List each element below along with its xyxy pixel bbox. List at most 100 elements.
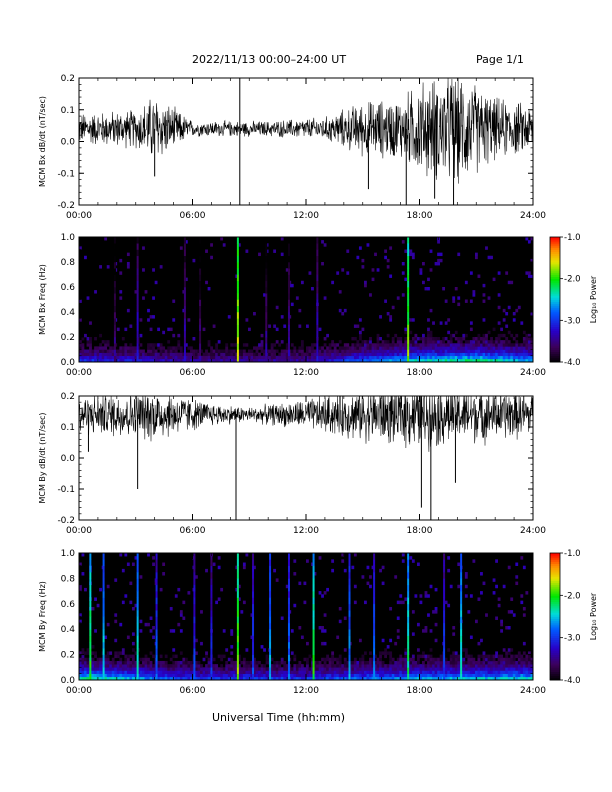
spectrogram-cell: [520, 556, 524, 560]
spectrogram-cell: [485, 349, 488, 353]
spectrogram-cell: [411, 660, 415, 665]
spectrogram-cell: [515, 664, 519, 668]
spectrogram-streak: [407, 616, 410, 624]
spectrogram-cell: [298, 346, 302, 350]
spectrogram-cell: [303, 676, 307, 681]
spectrogram-cell: [439, 660, 443, 665]
spectrogram-cell: [212, 324, 216, 328]
spectrogram-cell: [394, 660, 398, 665]
spectrogram-cell: [459, 355, 463, 360]
spectrogram-cell: [235, 565, 239, 570]
spectrogram-cell: [205, 670, 208, 674]
spectrogram-streak: [269, 610, 272, 617]
spectrogram-streak: [210, 578, 213, 586]
spectrogram-cell: [457, 343, 461, 347]
spectrogram-cell: [422, 349, 425, 353]
spectrogram-streak: [236, 343, 239, 350]
spectrogram-cell: [346, 249, 350, 253]
spectrogram-cell: [467, 346, 471, 350]
spectrogram-cell: [411, 255, 415, 260]
spectrogram-cell: [500, 349, 504, 353]
spectrogram-cell: [242, 352, 246, 357]
spectrogram-streak: [193, 597, 196, 605]
spectrogram-cell: [270, 358, 274, 363]
spectrogram-cell: [422, 340, 425, 344]
spectrogram-cell: [177, 352, 181, 357]
spectrogram-cell: [497, 337, 501, 341]
spectrogram-cell: [86, 340, 90, 344]
spectrogram-cell: [416, 670, 420, 674]
spectrogram-streak: [136, 584, 139, 592]
spectrogram-cell: [167, 352, 171, 357]
spectrogram-cell: [449, 358, 453, 363]
spectrogram-cell: [512, 657, 516, 662]
spectrogram-cell: [119, 676, 123, 681]
spectrogram-cell: [376, 673, 380, 678]
spectrogram-cell: [434, 673, 438, 678]
spectrogram-cell: [422, 654, 425, 659]
spectrogram-cell: [369, 657, 372, 662]
spectrogram-cell: [179, 346, 183, 350]
colorbar-band: [550, 582, 560, 586]
spectrogram-cell: [346, 343, 350, 347]
spectrogram-cell: [323, 591, 327, 595]
colorbar-band: [550, 324, 560, 327]
spectrogram-cell: [437, 673, 440, 678]
spectrogram-cell: [454, 287, 458, 291]
spectrogram-cell: [386, 645, 390, 649]
spectrogram-cell: [270, 676, 274, 681]
spectrogram-cell: [207, 352, 211, 357]
spectrogram-cell: [389, 638, 393, 643]
spectrogram-cell: [477, 337, 481, 341]
spectrogram-cell: [409, 340, 413, 344]
spectrogram-cell: [444, 358, 448, 363]
spectrogram-cell: [374, 349, 377, 353]
x-tick-label: 18:00: [407, 526, 433, 536]
spectrogram-cell: [353, 657, 357, 662]
spectrogram-cell: [278, 676, 282, 681]
spectrogram-cell: [338, 676, 342, 681]
spectrogram-cell: [482, 670, 486, 674]
spectrogram-cell: [447, 346, 451, 350]
spectrogram-cell: [232, 670, 236, 674]
spectrogram-streak: [102, 635, 105, 643]
spectrogram-cell: [197, 355, 201, 360]
spectrogram-cell: [79, 657, 82, 662]
spectrogram-cell: [371, 667, 375, 671]
spectrogram-cell: [394, 673, 398, 678]
spectrogram-cell: [235, 587, 239, 592]
spectrogram-cell: [336, 676, 340, 681]
spectrogram-cell: [401, 670, 405, 674]
spectrogram-cell: [404, 340, 408, 344]
spectrogram-cell: [389, 606, 393, 611]
spectrogram-cell: [111, 673, 115, 678]
spectrogram-cell: [313, 352, 317, 357]
spectrogram-cell: [162, 660, 166, 665]
x-tick-label: 12:00: [293, 526, 319, 536]
spectrogram-cell: [399, 670, 403, 674]
spectrogram-cell: [495, 664, 498, 668]
spectrogram-streak: [252, 654, 255, 662]
spectrogram-cell: [454, 346, 458, 350]
spectrogram-cell: [242, 664, 246, 668]
spectrogram-cell: [411, 318, 415, 322]
spectrogram-cell: [119, 258, 123, 263]
spectrogram-streak: [210, 622, 213, 630]
spectrogram-cell: [490, 340, 493, 344]
spectrogram-cell: [321, 346, 324, 350]
spectrogram-cell: [139, 343, 143, 347]
spectrogram-cell: [351, 352, 355, 357]
spectrogram-cell: [376, 676, 380, 681]
spectrogram-cell: [285, 664, 289, 668]
colorbar-band: [550, 239, 560, 242]
spectrogram-cell: [492, 343, 496, 347]
spectrogram-cell: [454, 349, 458, 353]
spectrogram-cell: [411, 676, 415, 681]
spectrogram-cell: [111, 660, 115, 665]
spectrogram-cell: [432, 670, 435, 674]
spectrogram-streak: [312, 667, 315, 674]
spectrogram-cell: [467, 349, 471, 353]
spectrogram-cell: [295, 352, 299, 357]
spectrogram-cell: [258, 355, 261, 360]
spectrogram-cell: [89, 355, 92, 360]
